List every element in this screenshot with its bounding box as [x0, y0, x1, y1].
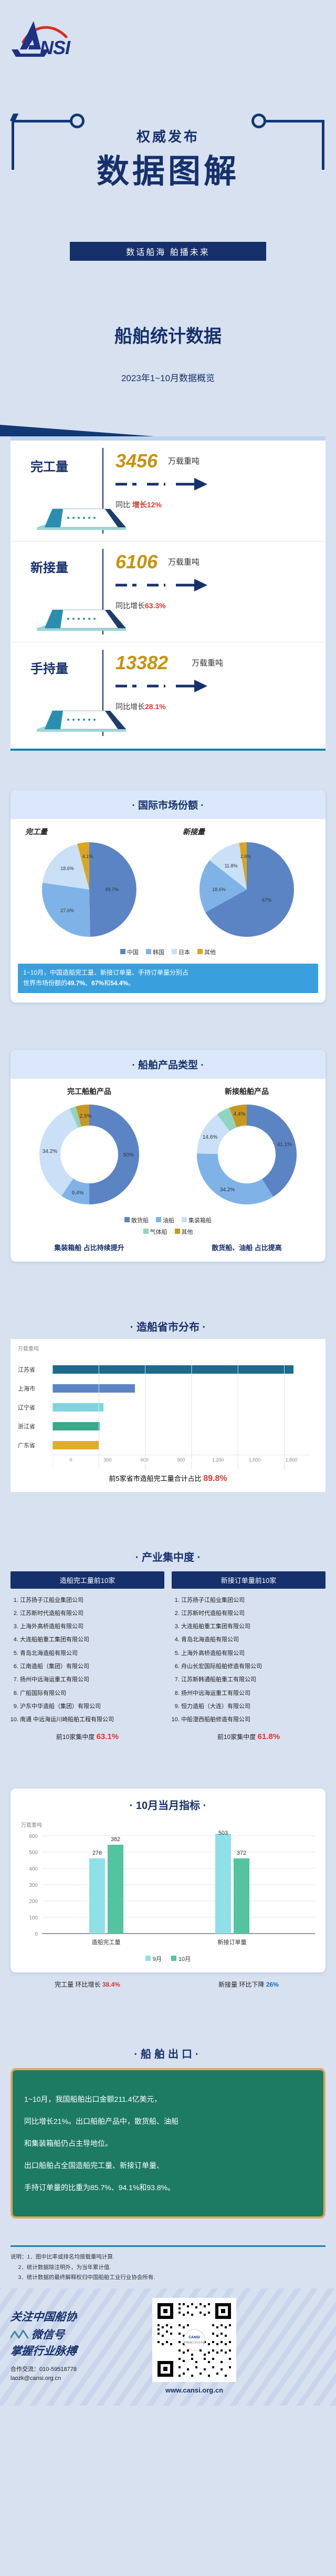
svg-text:500: 500 [29, 1850, 38, 1856]
svg-text:372: 372 [237, 1850, 246, 1856]
svg-text:50%: 50% [123, 1152, 134, 1158]
svg-text:4.1%: 4.1% [82, 854, 93, 859]
svg-text:14.6%: 14.6% [203, 1134, 217, 1140]
svg-text:49.7%: 49.7% [105, 887, 119, 892]
svg-text:18.6%: 18.6% [60, 866, 74, 871]
svg-text:382: 382 [111, 1836, 120, 1843]
svg-text:9.4%: 9.4% [72, 1190, 84, 1196]
svg-text:600: 600 [29, 1834, 38, 1839]
svg-text:18.6%: 18.6% [212, 887, 226, 892]
svg-text:300: 300 [29, 1883, 38, 1888]
svg-text:34.2%: 34.2% [220, 1187, 235, 1193]
svg-text:造船完工量: 造船完工量 [92, 1938, 121, 1946]
svg-text:11.8%: 11.8% [225, 863, 238, 868]
svg-text:0: 0 [35, 1931, 38, 1937]
svg-text:200: 200 [29, 1899, 38, 1905]
svg-text:41.1%: 41.1% [277, 1142, 292, 1148]
svg-text:503: 503 [218, 1831, 228, 1836]
svg-text:100: 100 [29, 1915, 38, 1921]
svg-text:2.5%: 2.5% [80, 1113, 92, 1119]
svg-text:4.4%: 4.4% [234, 1111, 246, 1117]
svg-text:新接订单量: 新接订单量 [218, 1938, 247, 1946]
svg-text:NSI: NSI [40, 37, 71, 58]
svg-text:400: 400 [29, 1866, 38, 1872]
svg-text:CANSI: CANSI [188, 2336, 200, 2339]
svg-text:276: 276 [92, 1850, 102, 1856]
svg-text:34.2%: 34.2% [43, 1149, 57, 1154]
svg-text:67%: 67% [262, 897, 271, 903]
svg-text:2.6%: 2.6% [240, 854, 251, 859]
svg-text:27.6%: 27.6% [60, 908, 74, 913]
svg-text:中国船舶工业行业协会: 中国船舶工业行业协会 [184, 2340, 205, 2344]
